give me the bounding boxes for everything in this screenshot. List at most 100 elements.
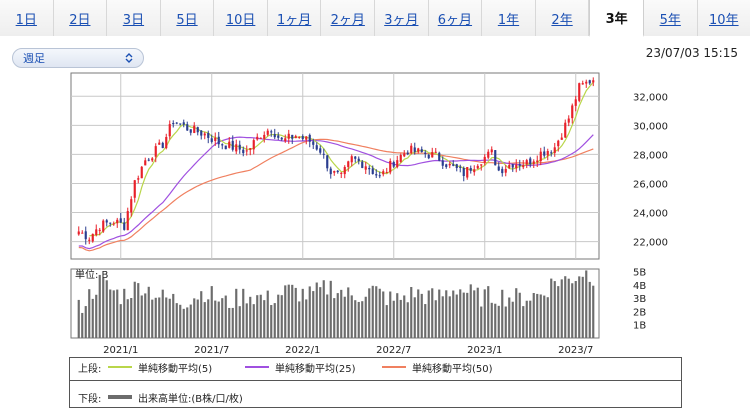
volume-bar: [588, 281, 591, 338]
candle-body: [448, 163, 451, 166]
candle-body: [525, 160, 528, 165]
candle-body: [301, 136, 304, 140]
volume-bar: [322, 280, 325, 338]
volume-bar: [151, 299, 154, 338]
volume-bar: [154, 297, 157, 338]
candle-body: [308, 134, 311, 142]
volume-bar: [413, 297, 416, 338]
tab-3[interactable]: 5日: [160, 0, 215, 36]
tab-8[interactable]: 6ヶ月: [428, 0, 483, 36]
price-plot-frame: [70, 72, 600, 260]
candle-body: [368, 167, 371, 170]
candle-body: [588, 80, 591, 84]
candle-body: [168, 124, 171, 137]
candle-body: [483, 156, 486, 163]
candle-period-select[interactable]: 週足: [12, 48, 144, 68]
tab-6[interactable]: 2ヶ月: [321, 0, 376, 36]
candle-body: [497, 166, 500, 171]
candle-body: [112, 223, 115, 225]
candle-body: [256, 136, 259, 140]
candle-body: [273, 134, 276, 138]
volume-bar: [431, 288, 434, 338]
volume-bar: [179, 304, 182, 338]
tab-1[interactable]: 2日: [53, 0, 108, 36]
candle-body: [410, 145, 413, 153]
volume-bar: [144, 293, 147, 338]
volume-bar: [277, 294, 280, 338]
candle-body: [249, 148, 252, 150]
candle-body: [571, 105, 574, 119]
candle-body: [287, 133, 290, 139]
volume-bar: [427, 290, 430, 338]
candle-body: [406, 152, 409, 155]
candle-body: [105, 220, 108, 223]
volume-bar: [207, 299, 210, 338]
price-tick-label: 24,000: [633, 209, 668, 220]
volume-bar: [532, 293, 535, 338]
last-update-timestamp: 23/07/03 15:15: [645, 46, 738, 60]
candle-body: [413, 147, 416, 152]
candle-body: [350, 156, 353, 163]
volume-bar: [228, 307, 231, 338]
candle-body: [343, 166, 346, 175]
volume-bar: [137, 283, 140, 338]
candle-body: [182, 122, 185, 125]
legend-volume-label: 出来高単位:(B株/口/枚): [138, 393, 243, 405]
volume-bar: [585, 270, 588, 338]
legend-ma5-swatch: [108, 366, 132, 368]
candle-body: [280, 137, 283, 140]
candle-period-value: 週足: [23, 52, 45, 65]
candle-body: [550, 152, 553, 154]
volume-bar: [424, 304, 427, 338]
volume-bar: [238, 306, 241, 338]
tab-13[interactable]: 10年: [697, 0, 750, 36]
candle-body: [270, 131, 273, 133]
tab-10[interactable]: 2年: [535, 0, 590, 36]
volume-bar: [487, 286, 490, 338]
volume-tick-label: 5B: [633, 268, 646, 279]
volume-bar: [259, 294, 262, 338]
volume-bar: [581, 276, 584, 338]
x-tick-label: 2022/7: [376, 345, 411, 356]
candle-body: [539, 151, 542, 162]
volume-bar: [305, 299, 308, 338]
volume-bar: [98, 274, 101, 338]
candle-body: [480, 164, 483, 166]
volume-bar: [217, 301, 220, 338]
candle-body: [277, 135, 280, 138]
volume-bar: [490, 302, 493, 338]
volume-bar: [455, 294, 458, 338]
tab-12[interactable]: 5年: [643, 0, 698, 36]
tab-11[interactable]: 3年: [589, 0, 644, 37]
volume-bar: [242, 288, 245, 338]
candle-body: [189, 129, 192, 133]
volume-bar: [462, 292, 465, 338]
tab-2[interactable]: 3日: [107, 0, 161, 36]
candle-body: [133, 180, 136, 198]
volume-bar: [438, 289, 441, 338]
tab-5[interactable]: 1ヶ月: [267, 0, 322, 36]
candle-body: [147, 159, 150, 161]
tab-4[interactable]: 10日: [214, 0, 268, 36]
volume-bar: [434, 300, 437, 338]
volume-bar: [280, 295, 283, 338]
x-tick-label: 2023/7: [558, 345, 593, 356]
candle-body: [224, 145, 227, 150]
candle-body: [385, 172, 388, 174]
candle-body: [214, 137, 217, 142]
candle-body: [116, 219, 119, 224]
candle-body: [501, 168, 504, 174]
x-tick-label: 2022/1: [285, 345, 320, 356]
tab-0[interactable]: 1日: [0, 0, 54, 36]
volume-bar: [452, 290, 455, 338]
volume-bar: [186, 307, 189, 338]
volume-bar: [399, 299, 402, 338]
tab-7[interactable]: 3ヶ月: [375, 0, 429, 36]
legend-volume: 出来高単位:(B株/口/枚): [108, 390, 328, 405]
tab-9[interactable]: 1年: [482, 0, 536, 36]
volume-bar: [406, 302, 409, 338]
candle-body: [403, 153, 406, 157]
volume-bar: [557, 286, 560, 338]
candle-body: [473, 169, 476, 173]
volume-bar: [469, 284, 472, 338]
